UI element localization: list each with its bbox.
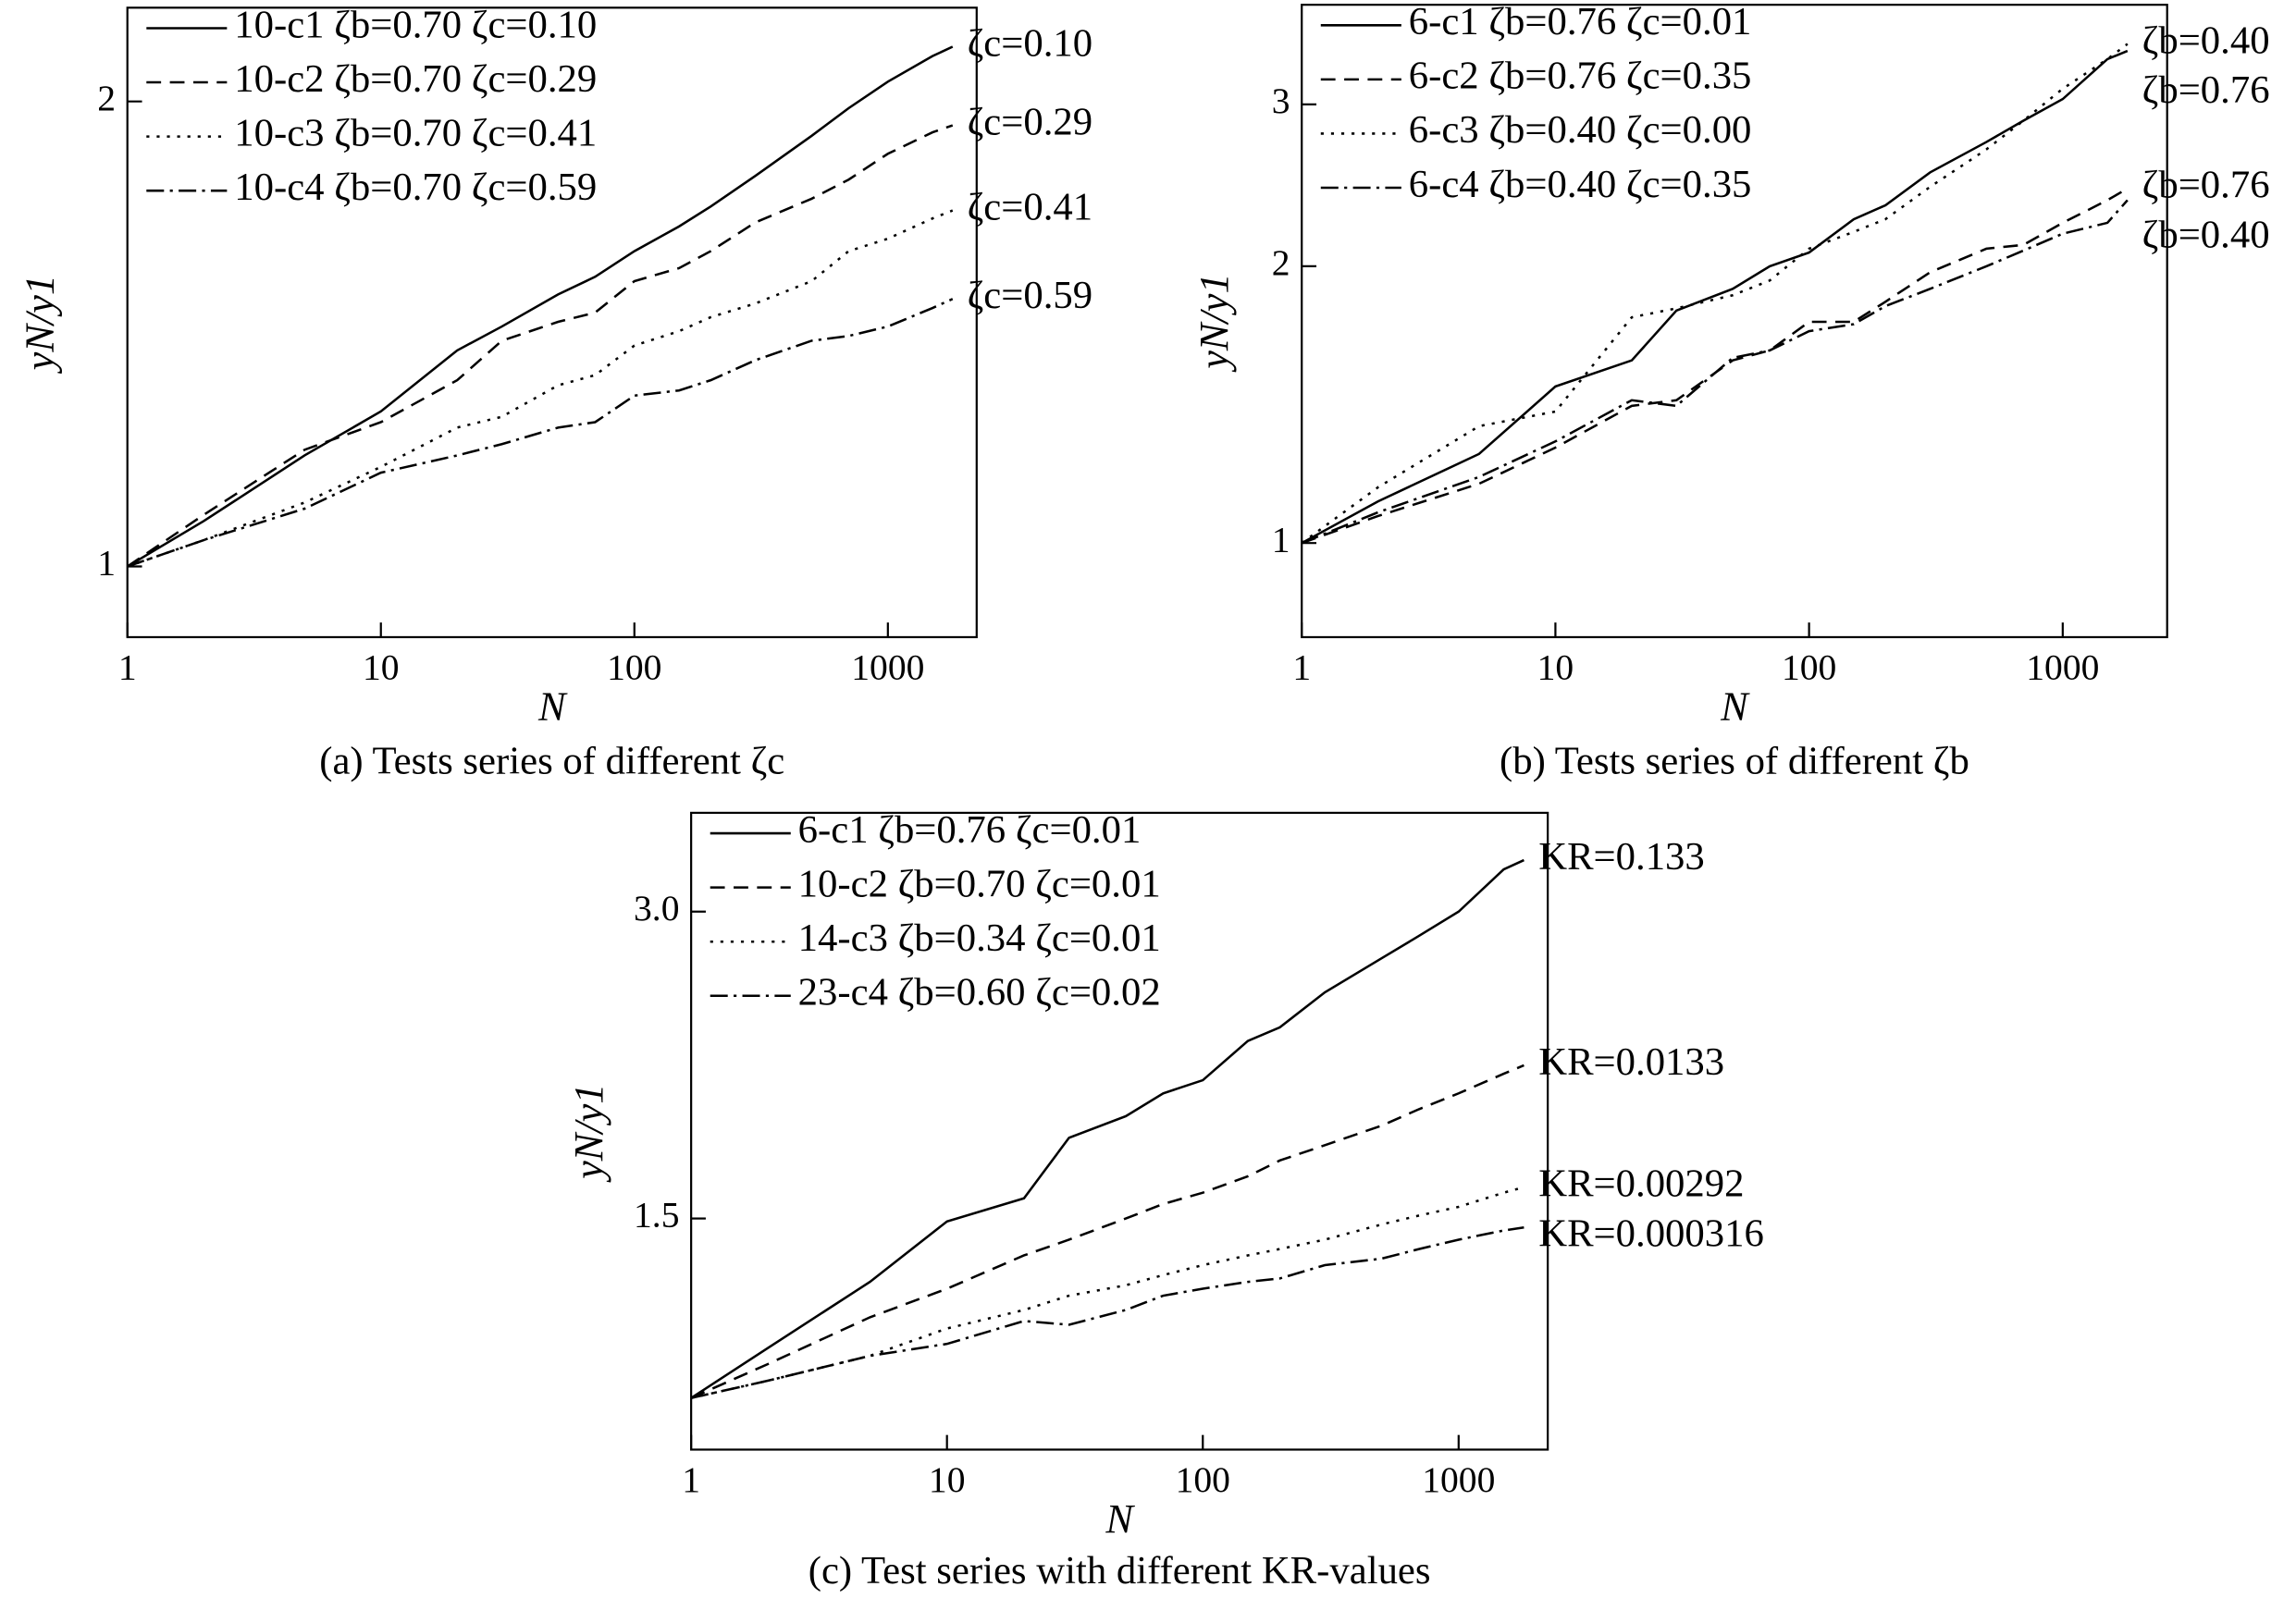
legend-label: 6-c3 ζb=0.40 ζc=0.00 <box>1409 108 1752 152</box>
series-annotation: ζc=0.29 <box>968 100 1092 143</box>
legend-label: 23-c4 ζb=0.60 ζc=0.02 <box>798 971 1161 1015</box>
caption: (c) Test series with different KR-values <box>809 1549 1431 1593</box>
y-axis-label: yN/y1 <box>566 1084 611 1183</box>
x-tick-label: 10 <box>363 646 400 687</box>
x-tick-label: 1000 <box>851 646 924 687</box>
series-line <box>127 298 954 568</box>
series-line <box>127 45 954 568</box>
x-tick-label: 100 <box>1782 646 1836 687</box>
legend-label: 10-c2 ζb=0.70 ζc=0.29 <box>234 57 597 101</box>
series-line <box>690 858 1524 1399</box>
x-tick-label: 1000 <box>1422 1459 1495 1500</box>
x-tick-label: 1 <box>682 1459 700 1500</box>
y-tick-label: 2 <box>1272 242 1290 283</box>
caption: (a) Tests series of different ζc <box>319 739 784 782</box>
series-line <box>1301 199 2129 545</box>
x-tick-label: 1 <box>118 646 137 687</box>
series-line <box>1301 43 2129 545</box>
x-axis-label: N <box>1720 683 1750 729</box>
x-tick-label: 100 <box>1176 1459 1230 1500</box>
plot-frame <box>690 811 1549 1451</box>
series-annotation: ζc=0.59 <box>968 274 1092 317</box>
y-tick-label: 3.0 <box>634 888 679 928</box>
plot-frame <box>126 6 978 639</box>
x-tick-label: 10 <box>1537 646 1574 687</box>
plot-frame <box>1301 4 2168 639</box>
series-annotation: KR=0.133 <box>1538 835 1705 879</box>
legend-label: 10-c1 ζb=0.70 ζc=0.10 <box>234 3 597 46</box>
series-line <box>1301 49 2129 545</box>
series-annotation: KR=0.0133 <box>1538 1040 1724 1084</box>
legend-label: 6-c4 ζb=0.40 ζc=0.35 <box>1409 163 1752 206</box>
series-line <box>127 209 954 568</box>
series-annotation: ζb=0.40 <box>2142 18 2270 62</box>
series-annotation: KR=0.00292 <box>1538 1162 1744 1206</box>
y-tick-label: 1.5 <box>634 1195 679 1236</box>
series-annotation: ζb=0.40 <box>2142 213 2270 256</box>
series-line <box>127 124 954 568</box>
y-tick-label: 3 <box>1272 80 1290 121</box>
x-tick-label: 10 <box>929 1459 966 1500</box>
x-axis-label: N <box>537 683 568 729</box>
series-line <box>690 1064 1524 1399</box>
series-annotation: ζc=0.10 <box>968 21 1092 65</box>
legend-label: 10-c4 ζb=0.70 ζc=0.59 <box>234 166 597 209</box>
series-line <box>690 1186 1524 1399</box>
legend-label: 6-c2 ζb=0.76 ζc=0.35 <box>1409 55 1752 98</box>
y-axis-label: yN/y1 <box>1191 273 1237 372</box>
x-tick-label: 1000 <box>2026 646 2099 687</box>
legend-label: 10-c2 ζb=0.70 ζc=0.01 <box>798 862 1161 905</box>
y-tick-label: 1 <box>97 543 116 584</box>
caption: (b) Tests series of different ζb <box>1500 739 1969 782</box>
x-axis-label: N <box>1105 1496 1135 1542</box>
series-annotation: ζb=0.76 <box>2142 164 2270 207</box>
legend-label: 6-c1 ζb=0.76 ζc=0.01 <box>1409 0 1752 43</box>
legend-label: 14-c3 ζb=0.34 ζc=0.01 <box>798 916 1161 960</box>
series-annotation: ζc=0.41 <box>968 185 1092 228</box>
series-line <box>690 1226 1524 1399</box>
y-axis-label: yN/y1 <box>18 275 63 374</box>
series-annotation: KR=0.000316 <box>1538 1211 1764 1255</box>
legend-label: 10-c3 ζb=0.70 ζc=0.41 <box>234 111 597 154</box>
y-tick-label: 2 <box>97 78 116 118</box>
x-tick-label: 100 <box>607 646 661 687</box>
legend-label: 6-c1 ζb=0.76 ζc=0.01 <box>798 808 1142 852</box>
y-tick-label: 1 <box>1272 519 1290 560</box>
x-tick-label: 1 <box>1292 646 1311 687</box>
series-line <box>1301 187 2129 545</box>
series-annotation: ζb=0.76 <box>2142 68 2270 112</box>
